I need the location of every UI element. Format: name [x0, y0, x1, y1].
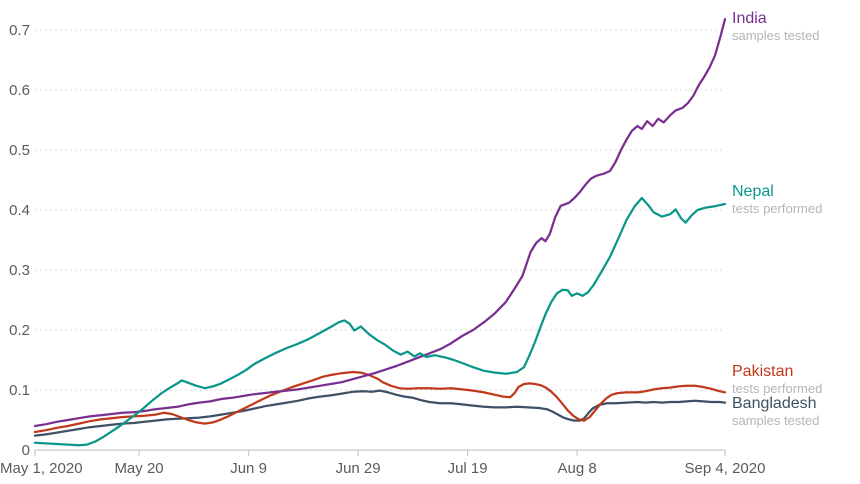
y-tick-label: 0.7 [9, 22, 30, 39]
series-label-nepal: Nepal tests performed [732, 184, 822, 217]
y-tick-label: 0.2 [9, 322, 30, 339]
series-sublabel-pakistan: tests performed [732, 381, 823, 396]
x-tick-label: Sep 4, 2020 [685, 460, 766, 477]
x-tick-label: May 1, 2020 [0, 460, 83, 477]
series-sublabel-nepal: tests performed [732, 201, 823, 216]
series-line-india [33, 18, 727, 428]
series-line-pakistan [33, 370, 727, 434]
y-tick-label: 0.4 [9, 202, 30, 219]
y-tick-label: 0.3 [9, 262, 30, 279]
series-name-pakistan: Pakistan [732, 363, 794, 380]
y-tick-label: 0.1 [9, 382, 30, 399]
series-label-india: India samples tested [732, 11, 819, 44]
series-line-nepal [33, 196, 727, 447]
series-label-pakistan: Pakistan tests performed [732, 364, 822, 397]
x-tick-label: Jun 29 [336, 460, 381, 477]
y-tick-label: 0.5 [9, 142, 30, 159]
series-name-nepal: Nepal [732, 183, 774, 200]
y-tick-label: 0.6 [9, 82, 30, 99]
x-tick-label: Jul 19 [448, 460, 488, 477]
y-tick-label: 0 [22, 442, 30, 459]
series-label-bangladesh: Bangladesh samples tested [732, 396, 819, 429]
series-sublabel-india: samples tested [732, 28, 820, 43]
x-tick-label: May 20 [114, 460, 163, 477]
series-name-bangladesh: Bangladesh [732, 395, 817, 412]
series-line-bangladesh [33, 389, 727, 437]
series-sublabel-bangladesh: samples tested [732, 413, 820, 428]
x-tick-label: Jun 9 [230, 460, 267, 477]
series-name-india: India [732, 10, 767, 27]
x-tick-label: Aug 8 [558, 460, 597, 477]
